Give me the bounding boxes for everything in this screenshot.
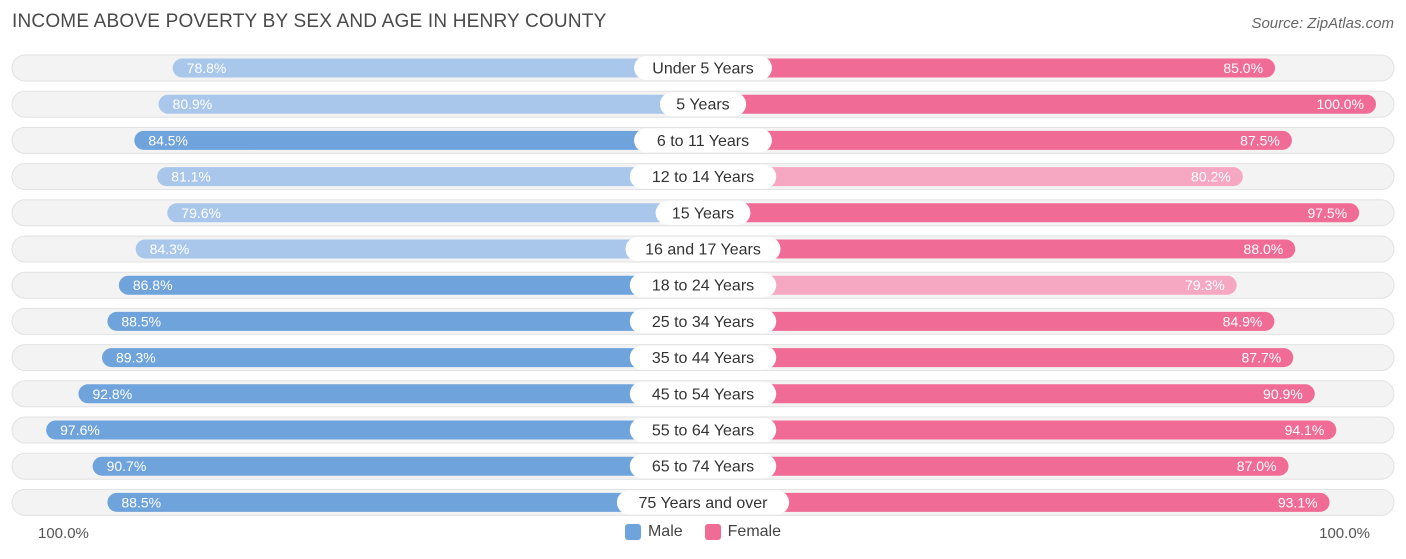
category-pill <box>629 418 777 442</box>
female-value-label: 94.1% <box>1285 422 1325 438</box>
female-bar <box>703 167 1243 187</box>
female-value-label: 93.1% <box>1278 494 1318 510</box>
male-value-label: 79.6% <box>181 205 221 221</box>
male-value-label: 90.7% <box>107 458 147 474</box>
axis-left-label: 100.0% <box>38 525 89 542</box>
male-bar <box>157 167 703 187</box>
male-bar <box>172 58 703 78</box>
female-bar <box>703 384 1315 404</box>
female-bar <box>703 311 1275 331</box>
female-value-label: 84.9% <box>1223 313 1263 329</box>
category-pill <box>629 309 777 334</box>
female-value-label: 90.9% <box>1263 386 1303 402</box>
category-label: 25 to 34 Years <box>652 314 754 331</box>
female-bar <box>703 456 1289 476</box>
axis-right-label: 100.0% <box>1319 525 1370 542</box>
female-value-label: 87.0% <box>1237 458 1277 474</box>
source-text: Source: ZipAtlas.com <box>1251 15 1394 32</box>
female-swatch <box>704 524 721 540</box>
male-bar <box>46 420 704 440</box>
category-pill <box>629 381 777 406</box>
male-value-label: 78.8% <box>187 60 227 76</box>
male-bar <box>107 492 703 512</box>
male-value-label: 80.9% <box>173 96 213 112</box>
female-bar <box>703 348 1294 368</box>
male-value-label: 84.3% <box>150 241 190 257</box>
legend-male-label: Male <box>647 523 683 540</box>
male-value-label: 97.6% <box>60 422 100 438</box>
category-label: 5 Years <box>676 97 729 114</box>
category-label: 65 to 74 Years <box>652 459 754 476</box>
male-value-label: 88.5% <box>121 313 161 329</box>
female-value-label: 80.2% <box>1191 169 1231 185</box>
male-value-label: 81.1% <box>171 169 211 185</box>
category-label: 15 Years <box>672 205 734 222</box>
legend-item-female[interactable]: Female <box>704 523 782 541</box>
category-pill <box>655 200 751 225</box>
category-label: 16 and 17 Years <box>645 242 761 259</box>
male-bar <box>92 456 704 476</box>
category-pill <box>629 454 777 479</box>
female-bar <box>703 58 1276 78</box>
male-bar <box>135 239 703 259</box>
category-label: 12 to 14 Years <box>652 169 754 186</box>
category-pill <box>629 273 777 298</box>
category-label: 18 to 24 Years <box>652 278 754 295</box>
male-bar <box>107 311 703 331</box>
legend-item-male[interactable]: Male <box>624 523 683 541</box>
male-value-label: 89.3% <box>116 350 156 366</box>
female-bar <box>703 203 1360 223</box>
male-swatch <box>624 524 641 540</box>
female-bar <box>703 275 1237 295</box>
category-pill <box>616 490 790 515</box>
female-bar <box>703 94 1376 114</box>
category-label: 55 to 64 Years <box>652 423 754 440</box>
male-value-label: 86.8% <box>133 277 173 293</box>
female-value-label: 79.3% <box>1185 277 1225 293</box>
category-label: 35 to 44 Years <box>652 350 754 367</box>
male-bar <box>102 348 704 368</box>
category-pill <box>629 164 777 189</box>
male-bar <box>158 94 704 114</box>
female-bar <box>703 239 1296 259</box>
category-label: Under 5 Years <box>652 61 753 78</box>
male-bar <box>134 130 703 150</box>
category-pill <box>625 237 781 261</box>
male-bar <box>78 384 704 404</box>
category-label: 45 to 54 Years <box>652 386 754 403</box>
category-pill <box>634 56 772 80</box>
female-value-label: 88.0% <box>1244 241 1284 257</box>
category-pill <box>659 92 747 117</box>
female-value-label: 87.5% <box>1240 132 1280 148</box>
chart-svg: 78.8% 85.0% Under 5 Years 80.9% 100.0% 5 Year… <box>11 54 1395 516</box>
female-bar <box>703 492 1330 512</box>
male-value-label: 88.5% <box>121 494 161 510</box>
female-value-label: 85.0% <box>1223 60 1263 76</box>
male-value-label: 92.8% <box>92 386 132 402</box>
female-bar <box>703 420 1337 440</box>
category-pill <box>634 128 772 153</box>
male-bar <box>118 275 703 295</box>
chart-title: INCOME ABOVE POVERTY BY SEX AND AGE IN H… <box>12 11 607 32</box>
female-value-label: 97.5% <box>1307 205 1347 221</box>
legend-female-label: Female <box>727 523 782 540</box>
category-label: 6 to 11 Years <box>657 133 749 150</box>
category-label: 75 Years and over <box>639 495 769 512</box>
female-value-label: 87.7% <box>1242 350 1282 366</box>
male-bar <box>167 203 704 223</box>
legend: Male Female <box>0 523 1406 541</box>
female-value-label: 100.0% <box>1317 96 1364 112</box>
category-pill <box>629 345 777 370</box>
female-bar <box>703 130 1292 150</box>
male-value-label: 84.5% <box>148 132 188 148</box>
